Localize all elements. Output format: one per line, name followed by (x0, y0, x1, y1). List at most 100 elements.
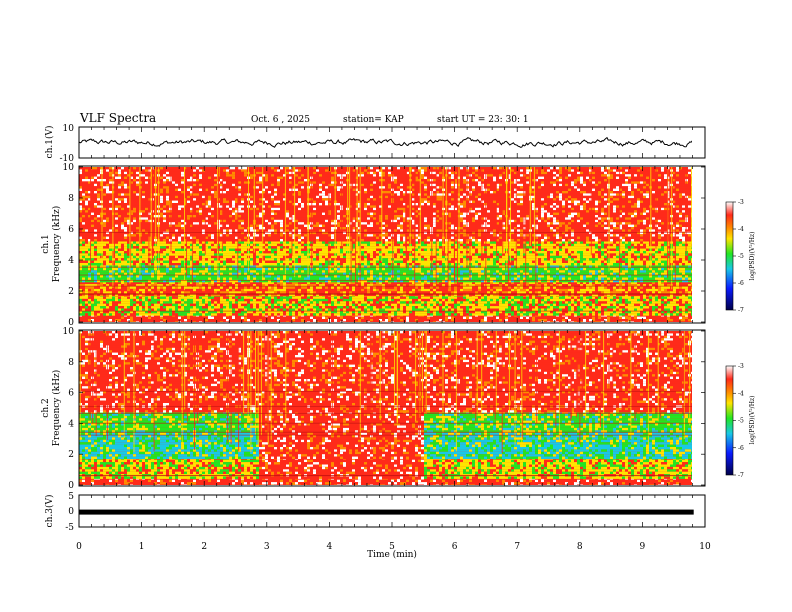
spectrogram-ch1-cell (469, 291, 472, 294)
spectrogram-ch1-cell (226, 319, 229, 322)
spectrogram-ch1-cell (481, 303, 484, 307)
spectrogram-ch1-cell (343, 298, 346, 302)
spectrogram-ch1-cell (343, 321, 346, 322)
spectrogram-ch1-cell (544, 272, 547, 276)
spectrogram-ch1-cell (688, 319, 691, 322)
spectrogram-ch1-cell (304, 270, 307, 273)
spectrogram-ch1-cell (613, 321, 616, 322)
spectrogram-ch1-cell (568, 281, 571, 285)
spectrogram-ch1-cell (409, 296, 412, 299)
spectrogram-ch1-cell (541, 272, 544, 276)
spectrogram-ch1-cell (175, 267, 178, 271)
spectrogram-ch1-cell (658, 303, 661, 307)
spectrogram-ch1-cell (367, 303, 370, 307)
spectrogram-ch1-cell (286, 296, 289, 299)
spectrogram-ch1-cell (451, 267, 454, 271)
spectrogram-ch1-cell (613, 306, 616, 309)
spectrogram-ch1-cell (484, 301, 487, 304)
spectrogram-ch1-cell (454, 306, 457, 309)
spectrogram-ch1-cell (631, 310, 634, 314)
spectrogram-ch1-cell (172, 321, 175, 322)
spectrogram-ch1-cell (592, 316, 595, 319)
spectrogram-ch1-cell (646, 288, 649, 292)
spectrogram-ch1-cell (157, 313, 160, 316)
spectrogram-ch1-cell (505, 291, 508, 294)
spectrogram-ch1-cell (316, 296, 319, 299)
spectrogram-ch1-cell (127, 272, 130, 276)
spectrogram-ch1-cell (319, 303, 322, 307)
spectrogram-ch1-cell (208, 284, 211, 287)
spectrogram-ch1-cell (109, 308, 112, 311)
spectrogram-ch1-cell (97, 288, 100, 292)
spectrogram-ch1-cell (466, 288, 469, 292)
spectrogram-ch1-cell (313, 286, 316, 289)
spectrogram-ch1-cell (508, 291, 511, 294)
spectrogram-ch1-cell (646, 291, 649, 294)
spectrogram-ch1-cell (583, 316, 586, 319)
spectrogram-ch1-cell (88, 313, 91, 316)
spectrogram-ch1-cell (379, 321, 382, 322)
spectrogram-ch1-cell (544, 306, 547, 309)
spectrogram-ch1-cell (313, 298, 316, 302)
spectrogram-ch1-cell (220, 286, 223, 289)
spectrogram-ch1-cell (199, 321, 202, 322)
spectrogram-ch1-cell (100, 284, 103, 287)
spectrogram-ch1-cell (646, 313, 649, 316)
spectrogram-ch1-cell (565, 303, 568, 307)
spectrogram-ch1-cell (625, 270, 628, 273)
spectrogram-ch1-cell (232, 286, 235, 289)
spectrogram-ch1-cell (541, 291, 544, 294)
spectrogram-ch1-cell (136, 306, 139, 309)
spectrogram-ch1-cell (496, 319, 499, 322)
spectrogram-ch1-cell (583, 319, 586, 322)
spectrogram-ch1-cell (268, 319, 271, 322)
spectrogram-ch1-cell (547, 316, 550, 319)
spectrogram-ch1-cell (517, 303, 520, 307)
spectrogram-ch1-cell (688, 296, 691, 299)
spectrogram-ch1-cell (181, 296, 184, 299)
spectrogram-ch1-cell (250, 316, 253, 319)
spectrogram-ch1-cell (166, 291, 169, 294)
spectrogram-ch1-cell (376, 267, 379, 271)
spectrogram-ch1-cell (517, 301, 520, 304)
spectrogram-ch1-cell (550, 288, 553, 292)
spectrogram-ch1-cell (202, 284, 205, 287)
spectrogram-ch1-cell (154, 296, 157, 299)
spectrogram-ch1-cell (352, 313, 355, 316)
spectrogram-ch1-cell (544, 316, 547, 319)
spectrogram-ch1-cell (295, 284, 298, 287)
spectrogram-ch1-cell (190, 272, 193, 276)
spectrogram-ch1-cell (448, 310, 451, 314)
spectrogram-ch1-cell (391, 308, 394, 311)
spectrogram-ch1-cell (538, 303, 541, 307)
spectrogram-ch1-cell (235, 310, 238, 314)
spectrogram-ch1-cell (574, 281, 577, 285)
spectrogram-ch1-cell (214, 270, 217, 273)
spectrogram-ch1-cell (652, 284, 655, 287)
spectrogram-ch1-cell (232, 310, 235, 314)
spectrogram-ch1-cell (79, 286, 82, 289)
spectrogram-ch1-cell (106, 301, 109, 304)
spectrogram-ch1-cell (94, 267, 97, 271)
spectrogram-ch1-cell (91, 321, 94, 322)
spectrogram-ch1-cell (646, 286, 649, 289)
spectrogram-ch1-cell (496, 267, 499, 271)
spectrogram-ch1-cell (199, 303, 202, 307)
spectrogram-ch1-cell (505, 303, 508, 307)
spectrogram-ch1-cell (286, 313, 289, 316)
spectrogram-ch1-cell (592, 296, 595, 299)
spectrogram-ch1-cell (88, 306, 91, 309)
spectrogram-ch1-cell (160, 303, 163, 307)
spectrogram-ch1-cell (232, 288, 235, 292)
spectrogram-ch1-cell (598, 296, 601, 299)
spectrogram-ch1-cell (148, 316, 151, 319)
spectrogram-ch1-cell (106, 284, 109, 287)
spectrogram-ch1-cell (622, 267, 625, 271)
spectrogram-ch1-cell (139, 298, 142, 302)
spectrogram-ch1-cell (607, 316, 610, 319)
spectrogram-ch1-cell (94, 308, 97, 311)
spectrogram-ch1-cell (181, 310, 184, 314)
spectrogram-ch1-cell (460, 313, 463, 316)
spectrogram-ch1-cell (670, 291, 673, 294)
spectrogram-ch1-cell (310, 272, 313, 276)
